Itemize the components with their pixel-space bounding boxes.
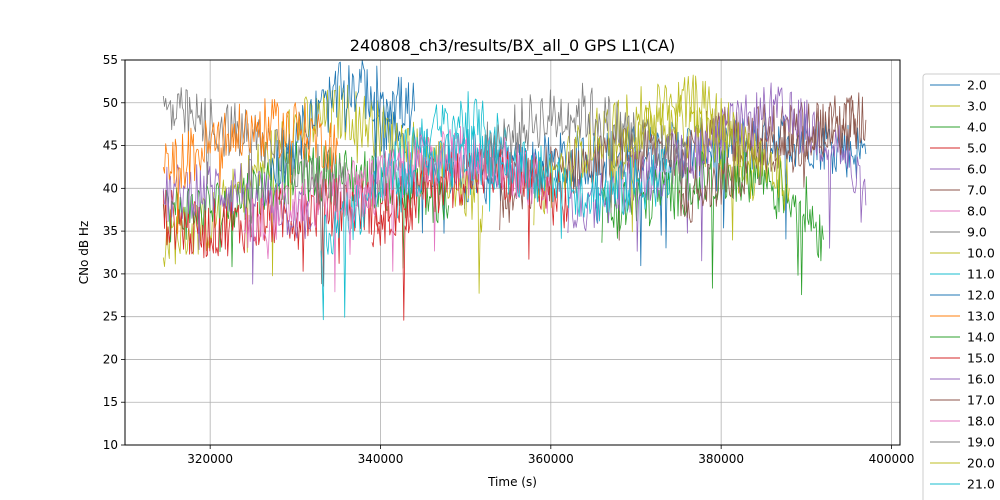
legend-frame	[922, 73, 1000, 500]
legend-label: 12.0	[967, 288, 995, 303]
y-tick-label: 20	[103, 352, 118, 366]
y-tick-label: 50	[103, 96, 118, 110]
legend-label: 7.0	[967, 183, 987, 198]
y-tick-label: 35	[103, 224, 118, 238]
series-line-8.0	[243, 127, 526, 293]
x-tick-label: 400000	[869, 452, 915, 466]
legend-label: 18.0	[967, 414, 995, 429]
x-tick-label: 360000	[528, 452, 574, 466]
legend-label: 14.0	[967, 330, 995, 345]
y-tick-label: 15	[103, 395, 118, 409]
y-tick-label: 40	[103, 181, 118, 195]
y-tick-label: 10	[103, 438, 118, 452]
legend-label: 15.0	[967, 351, 995, 366]
legend-label: 3.0	[967, 99, 987, 114]
legend-label: 9.0	[967, 225, 987, 240]
x-tick-label: 380000	[698, 452, 744, 466]
x-tick-label: 320000	[187, 452, 233, 466]
legend-label: 19.0	[967, 435, 995, 450]
legend-label: 10.0	[967, 246, 995, 261]
series-line-11.0	[320, 91, 509, 321]
chart-title: 240808_ch3/results/BX_all_0 GPS L1(CA)	[350, 36, 675, 56]
series-line-14.0	[601, 143, 824, 296]
y-tick-label: 30	[103, 267, 118, 281]
legend-label: 13.0	[967, 309, 995, 324]
series-line-6.0	[162, 159, 313, 285]
legend-label: 20.0	[967, 456, 995, 471]
legend-label: 4.0	[967, 120, 987, 135]
series-line-21.0	[397, 125, 671, 239]
legend-label: 8.0	[967, 204, 987, 219]
x-axis-title: Time (s)	[487, 475, 537, 489]
legend-label: 17.0	[967, 393, 995, 408]
series-line-13.0	[162, 98, 339, 234]
legend-label: 21.0	[967, 477, 995, 492]
series-line-19.0	[482, 82, 688, 214]
legend-label: 6.0	[967, 162, 987, 177]
y-axis-ticks: 10 15 20 25 30 35 40 45 50 55	[103, 53, 125, 452]
y-tick-label: 55	[103, 53, 118, 67]
x-axis-ticks: 320000 340000 360000 380000 400000	[187, 445, 914, 466]
plot-frame	[124, 59, 901, 446]
series-line-3.0	[162, 84, 484, 294]
series-layer	[162, 60, 867, 321]
legend-label: 2.0	[967, 78, 987, 93]
legend-label: 16.0	[967, 372, 995, 387]
legend: 2.0 3.0 4.0 5.0 6.0 7.0 8.0 9.0 10.0 11.0 12.0 13.0…	[922, 73, 1000, 500]
y-axis-title: CNo dB Hz	[77, 221, 91, 285]
legend-label: 5.0	[967, 141, 987, 156]
series-line-17.0	[678, 95, 858, 223]
x-tick-label: 340000	[358, 452, 404, 466]
series-line-20.0	[610, 74, 790, 233]
y-tick-label: 45	[103, 139, 118, 153]
y-tick-label: 25	[103, 310, 118, 324]
legend-label: 11.0	[967, 267, 995, 282]
series-line-12.0	[269, 60, 415, 209]
